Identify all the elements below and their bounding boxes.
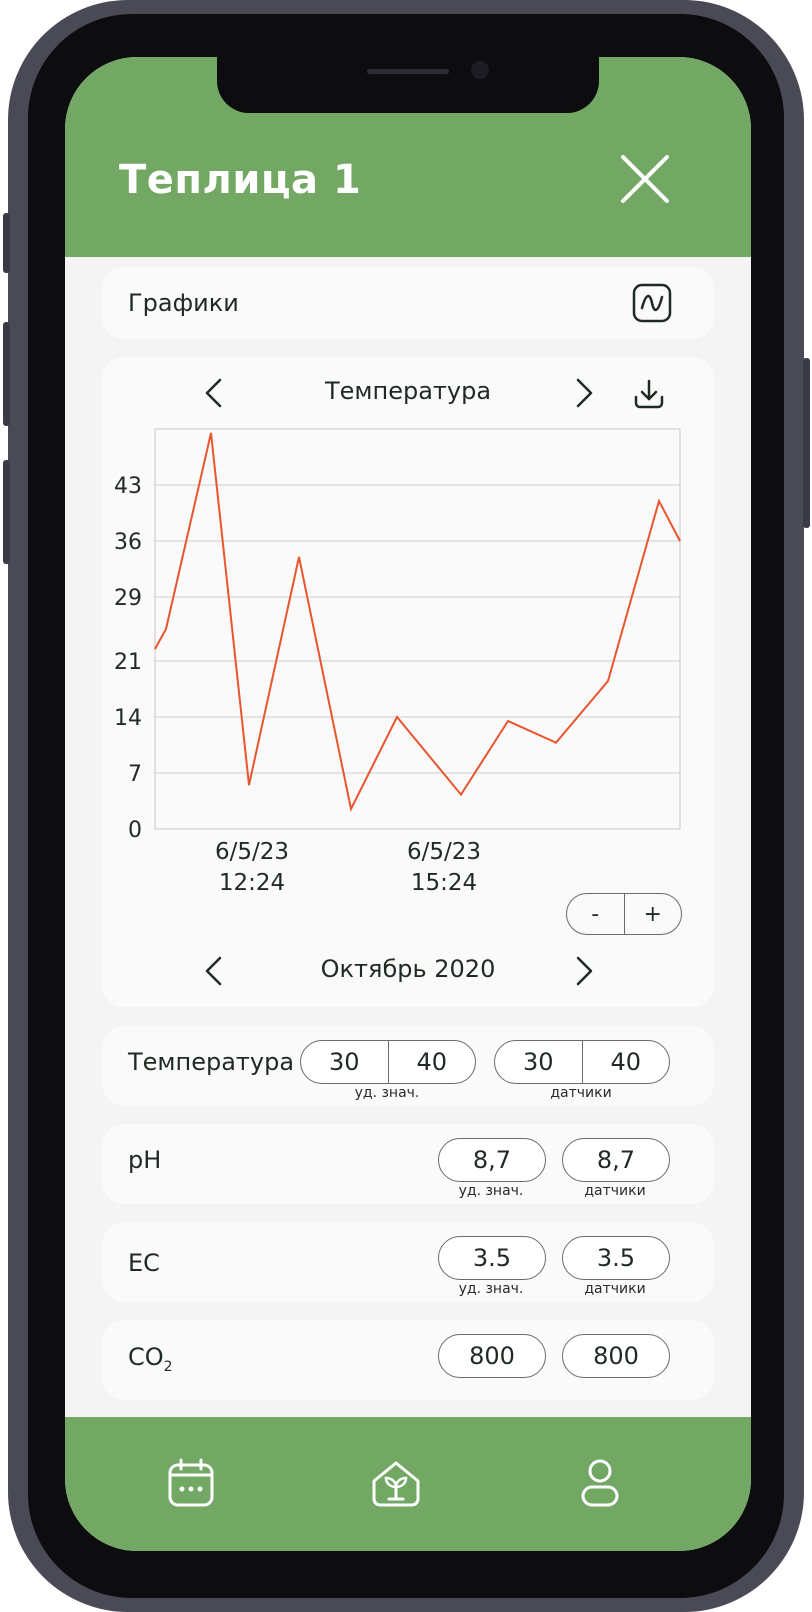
set-caption: уд. знач.	[354, 1085, 420, 1101]
plot-area	[154, 428, 681, 830]
sensor-caption: датчики	[584, 1183, 646, 1199]
sensor-value: 8,7	[562, 1138, 670, 1182]
data-point	[350, 808, 352, 810]
bottom-nav	[65, 1417, 751, 1551]
x-tick-date: 6/5/23	[407, 839, 481, 865]
prev-chart-arrow-icon[interactable]	[202, 377, 226, 409]
sensor-caption: датчики	[550, 1085, 612, 1101]
data-point	[507, 720, 509, 722]
download-icon[interactable]	[632, 377, 666, 411]
profile-icon[interactable]	[580, 1457, 620, 1509]
row-label: pH	[128, 1146, 162, 1174]
sensor-range-field: 30 40	[494, 1040, 670, 1084]
chart-title: Температура	[324, 377, 492, 405]
set-value-field[interactable]: 800	[438, 1334, 546, 1378]
data-point	[154, 648, 156, 650]
data-point	[298, 556, 300, 558]
y-tick-label: 36	[114, 530, 142, 555]
set-value-field[interactable]: 3.5	[438, 1236, 546, 1280]
app-screen: Теплица 1 Графики Температура	[65, 57, 751, 1551]
co2-label-main: CO	[128, 1343, 164, 1371]
ec-row: EC 3.5 уд. знач. 3.5 датчики	[102, 1222, 714, 1302]
x-tick-time: 15:24	[411, 870, 477, 896]
data-point	[165, 628, 167, 630]
co2-label-sub: 2	[163, 1358, 173, 1375]
chart-icon[interactable]	[632, 283, 672, 323]
close-icon	[621, 155, 669, 203]
data-point	[396, 716, 398, 718]
set-value-field[interactable]: 8,7	[438, 1138, 546, 1182]
speaker	[367, 69, 449, 74]
set-range-field[interactable]: 30 40	[300, 1040, 476, 1084]
ph-row: pH 8,7 уд. знач. 8,7 датчики	[102, 1124, 714, 1204]
row-label: CO2	[128, 1343, 173, 1375]
y-tick-label: 21	[114, 650, 142, 675]
data-point	[248, 784, 250, 786]
set-max-value[interactable]: 40	[387, 1041, 476, 1083]
notch	[217, 57, 599, 113]
month-label: Октябрь 2020	[320, 955, 496, 983]
graphs-card[interactable]: Графики	[102, 267, 714, 339]
row-label: Температура	[128, 1048, 295, 1076]
x-tick-time: 12:24	[219, 870, 285, 896]
close-button[interactable]	[621, 155, 669, 203]
next-chart-arrow-icon[interactable]	[572, 377, 596, 409]
set-caption: уд. знач.	[458, 1183, 524, 1199]
temperature-chart: 0 7 14 21 29 36 43 6/5/23 12:24 6/5/23 15:24	[114, 428, 681, 896]
data-point	[679, 540, 681, 542]
y-tick-label: 0	[128, 818, 142, 843]
data-point	[460, 794, 462, 796]
sensor-value: 800	[562, 1334, 670, 1378]
volume-down-button	[3, 460, 10, 564]
header: Теплица 1	[65, 57, 751, 257]
y-tick-label: 7	[128, 762, 142, 787]
mute-switch	[3, 213, 10, 273]
greenhouse-icon[interactable]	[370, 1457, 422, 1509]
page-title: Теплица 1	[119, 157, 362, 203]
set-caption: уд. знач.	[458, 1281, 524, 1297]
graphs-label: Графики	[128, 289, 239, 317]
y-tick-label: 29	[114, 586, 142, 611]
zoom-out-button[interactable]: -	[591, 901, 600, 927]
data-point	[555, 742, 557, 744]
chart-card: Температура 0 7 14 21 29 36 43 6/5/23 12:24 6/5/2…	[102, 357, 714, 1007]
calendar-icon[interactable]	[167, 1457, 215, 1509]
volume-up-button	[3, 322, 10, 426]
next-month-arrow-icon[interactable]	[572, 955, 596, 987]
row-label: EC	[128, 1249, 160, 1277]
data-point	[607, 680, 609, 682]
power-button	[803, 358, 810, 528]
co2-row: CO2 800 800	[102, 1320, 714, 1400]
y-tick-label: 14	[114, 706, 142, 731]
x-tick-date: 6/5/23	[215, 839, 289, 865]
prev-month-arrow-icon[interactable]	[202, 955, 226, 987]
zoom-control: - +	[566, 893, 682, 935]
temperature-row: Температура 30 40 уд. знач. 30 40 датчик…	[102, 1026, 714, 1106]
sensor-caption: датчики	[584, 1281, 646, 1297]
data-point	[658, 500, 660, 502]
camera	[471, 61, 489, 79]
sensor-max-value: 40	[581, 1041, 670, 1083]
sensor-min-value: 30	[522, 1048, 554, 1076]
data-point	[210, 432, 212, 434]
zoom-in-button[interactable]: +	[623, 894, 682, 934]
y-tick-label: 43	[114, 474, 142, 499]
set-min-value[interactable]: 30	[328, 1048, 360, 1076]
sensor-value: 3.5	[562, 1236, 670, 1280]
